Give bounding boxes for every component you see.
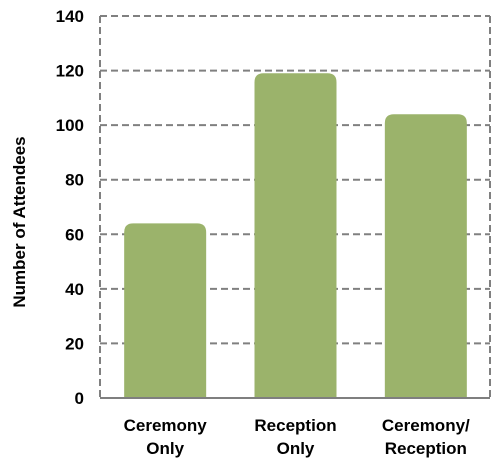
y-tick-label: 60 — [65, 225, 84, 244]
x-category-label: Reception — [385, 439, 467, 458]
x-category-label: Reception — [254, 416, 336, 435]
x-category-label: Ceremony — [124, 416, 208, 435]
bar — [124, 223, 207, 398]
y-tick-labels: 0 20 40 60 80 100 120 140 — [56, 7, 84, 408]
x-category-label: Ceremony/ — [382, 416, 470, 435]
x-category-label: Only — [277, 439, 315, 458]
y-axis-label: Number of Attendees — [10, 136, 29, 307]
x-category-label: Only — [146, 439, 184, 458]
y-tick-label: 80 — [65, 171, 84, 190]
bars — [124, 73, 467, 399]
x-category-labels: Ceremony Only Reception Only Ceremony/Recept… — [124, 416, 470, 458]
y-tick-label: 0 — [75, 389, 84, 408]
bar — [254, 73, 337, 399]
y-tick-label: 20 — [65, 334, 84, 353]
y-tick-label: 100 — [56, 116, 84, 135]
y-tick-label: 40 — [65, 280, 84, 299]
bar — [384, 114, 467, 398]
y-tick-label: 140 — [56, 7, 84, 26]
y-tick-label: 120 — [56, 62, 84, 81]
